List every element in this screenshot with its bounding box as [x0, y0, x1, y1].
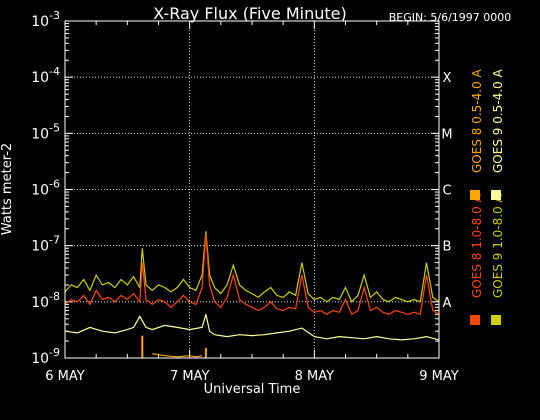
x-axis-label: Universal Time	[204, 382, 301, 397]
series-line	[64, 231, 440, 303]
y-tick-label: 10-8	[31, 290, 60, 311]
plot-frame	[64, 20, 440, 359]
grid-lines	[65, 21, 439, 358]
flare-class-label: M	[441, 127, 452, 142]
legend-label: GOES 9 0.5-4.0 A	[491, 68, 505, 173]
series-line	[64, 234, 440, 316]
legend-label: GOES 9 1.0-8.0 A	[491, 193, 505, 298]
y-tick-label: 10-7	[31, 234, 60, 255]
y-tick-label: 10-5	[31, 121, 60, 142]
x-tick-labels: 6 MAY 7 MAY 8 MAY 9 MAY	[45, 369, 459, 384]
series-line	[152, 353, 203, 358]
legend-swatch	[491, 190, 501, 200]
chart-title: X-Ray Flux (Five Minute)	[153, 4, 346, 23]
series-line	[64, 314, 440, 341]
flare-class-label: B	[443, 240, 452, 255]
flare-class-label: A	[443, 296, 452, 311]
flare-class-label: C	[442, 184, 451, 199]
x-tick-label: 6 MAY	[45, 369, 85, 384]
y-tick-labels: 10-3 10-4 10-5 10-6 10-7 10-8 10-9	[31, 9, 60, 367]
y-axis-label: Watts meter-2	[0, 143, 15, 235]
x-tick-label: 9 MAY	[419, 369, 459, 384]
flare-class-labels: X M C B A	[441, 71, 452, 311]
x-tick-label: 8 MAY	[295, 369, 335, 384]
x-tick-label: 7 MAY	[170, 369, 210, 384]
series-layer	[64, 231, 440, 358]
legend-label: GOES 8 1.0-8.0 A	[470, 193, 484, 298]
begin-date-label: BEGIN: 5/6/1997 0000	[389, 11, 512, 24]
y-tick-label: 10-4	[31, 65, 60, 86]
y-tick-label: 10-3	[31, 9, 60, 30]
legend-swatch	[470, 315, 480, 325]
legend-label: GOES 8 0.5-4.0 A	[470, 68, 484, 173]
legend-swatch	[491, 315, 501, 325]
legend: GOES 8 1.0-8.0 A GOES 8 0.5-4.0 A GOES 9 1…	[470, 68, 505, 325]
y-tick-label: 10-6	[31, 178, 60, 199]
y-tick-label: 10-9	[31, 346, 60, 367]
flare-class-label: X	[443, 71, 452, 86]
legend-swatch	[470, 190, 480, 200]
